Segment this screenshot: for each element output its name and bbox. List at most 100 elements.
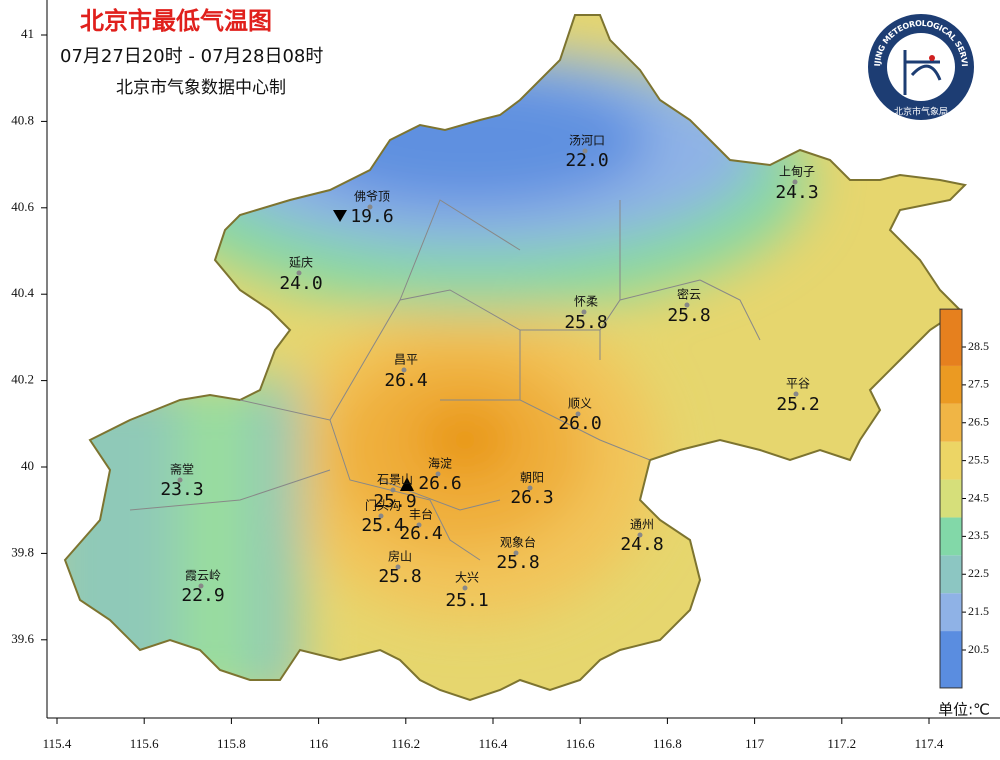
station-name: 丰台 (409, 507, 433, 522)
colorbar-label: 26.5 (968, 415, 989, 429)
station-dot (513, 550, 519, 556)
lon-tick-label: 116.6 (566, 736, 595, 751)
colorbar-label: 21.5 (968, 604, 989, 618)
lat-tick-label: 40.4 (11, 285, 34, 300)
station-dot (296, 270, 302, 276)
station-name: 门头沟 (365, 498, 401, 513)
lon-tick-label: 117.4 (915, 736, 944, 751)
station-value: 24.0 (279, 273, 322, 294)
station-dot (367, 204, 373, 210)
colorbar-bin (940, 479, 962, 518)
station-value: 25.8 (378, 566, 421, 587)
colorbar-label: 23.5 (968, 528, 989, 542)
station-dot (462, 585, 468, 591)
station-name: 观象台 (500, 535, 536, 550)
lon-tick-label: 116.2 (391, 736, 420, 751)
logo-chinese: 北京市气象局 (894, 106, 948, 118)
colorbar-bin (940, 365, 962, 404)
station-value: 22.0 (565, 150, 608, 171)
station-dot (637, 532, 643, 538)
station-value: 25.1 (445, 590, 488, 611)
station-name: 海淀 (428, 456, 452, 471)
station-value: 22.9 (181, 585, 224, 606)
station-name: 顺义 (568, 397, 592, 411)
station-dot (416, 522, 422, 528)
station-value: 25.8 (564, 312, 607, 333)
station-value: 25.8 (667, 305, 710, 326)
station-value: 26.0 (558, 413, 601, 434)
lon-tick-label: 117 (745, 736, 765, 751)
station-name: 昌平 (394, 353, 418, 367)
station-name: 佛爷顶 (354, 190, 390, 204)
unit: 单位:℃ (938, 701, 990, 719)
station-name: 密云 (677, 287, 701, 302)
colorbar-label: 28.5 (968, 339, 989, 353)
station-value: 26.3 (510, 487, 553, 508)
colorbar-bin (940, 517, 962, 556)
lon-tick-label: 116 (309, 736, 329, 751)
lon-tick-label: 117.2 (827, 736, 856, 751)
station-name: 斋堂 (170, 462, 194, 477)
station-name: 延庆 (289, 256, 313, 270)
station-value: 24.8 (620, 534, 663, 555)
station-value: 26.4 (399, 523, 442, 544)
station-value: 24.3 (775, 182, 818, 203)
station-name: 石景山 (377, 473, 413, 487)
lat-tick-label: 39.8 (11, 544, 34, 559)
lat-tick-label: 41 (21, 26, 34, 41)
station-value: 23.3 (160, 479, 203, 500)
lat-tick-label: 40.8 (11, 112, 34, 127)
station-dot (527, 485, 533, 491)
min-marker (333, 210, 347, 222)
station-dot (395, 564, 401, 570)
colorbar-label: 20.5 (968, 642, 989, 656)
station-value: 19.6 (350, 206, 393, 227)
colorbar-frame (939, 308, 963, 689)
station-name: 怀柔 (574, 295, 598, 309)
station-value: 25.4 (361, 515, 404, 536)
colorbar-bin (940, 403, 962, 442)
colorbar-label: 24.5 (968, 490, 989, 504)
lat-tick-label: 39.6 (11, 631, 34, 646)
colorbar-bin (940, 555, 962, 594)
station-name: 汤河口 (569, 134, 605, 148)
station-name: 房山 (388, 549, 412, 564)
colorbar-bin (940, 631, 962, 688)
station-dot (401, 367, 407, 373)
source: 北京市气象数据中心制 (116, 78, 286, 98)
station-name: 平谷 (786, 377, 810, 391)
colorbar-label: 25.5 (968, 452, 989, 466)
district-borders (129, 199, 761, 561)
colorbar-label: 22.5 (968, 566, 989, 580)
station-name: 上甸子 (779, 165, 815, 179)
station-dot (684, 302, 690, 308)
station-value: 25.2 (776, 394, 819, 415)
station-dot (378, 513, 384, 519)
station-dot (792, 179, 798, 185)
lon-tick-label: 115.4 (43, 736, 72, 751)
station-dot (435, 471, 441, 477)
station-dot (177, 477, 183, 483)
station-name: 大兴 (455, 571, 479, 585)
station-dot (198, 583, 204, 589)
colorbar-bin (940, 593, 962, 632)
station-dot (575, 411, 581, 417)
title: 北京市最低气温图 (80, 7, 272, 35)
station-value: 25.8 (496, 552, 539, 573)
lon-tick-label: 115.8 (217, 736, 246, 751)
station-dot (582, 148, 588, 154)
lon-tick-label: 116.4 (479, 736, 508, 751)
lat-tick-label: 40.2 (11, 372, 34, 387)
station-dot (793, 391, 799, 397)
station-name: 朝阳 (520, 471, 544, 485)
station-value: 25.9 (373, 491, 416, 512)
time-range: 07月27日20时 - 07月28日08时 (60, 46, 323, 67)
station-value: 26.4 (384, 370, 427, 391)
colorbar-bin (940, 309, 962, 366)
station-dot (390, 487, 396, 493)
lat-tick-label: 40 (21, 458, 34, 473)
station-value: 26.6 (418, 473, 461, 494)
lon-tick-label: 115.6 (130, 736, 159, 751)
